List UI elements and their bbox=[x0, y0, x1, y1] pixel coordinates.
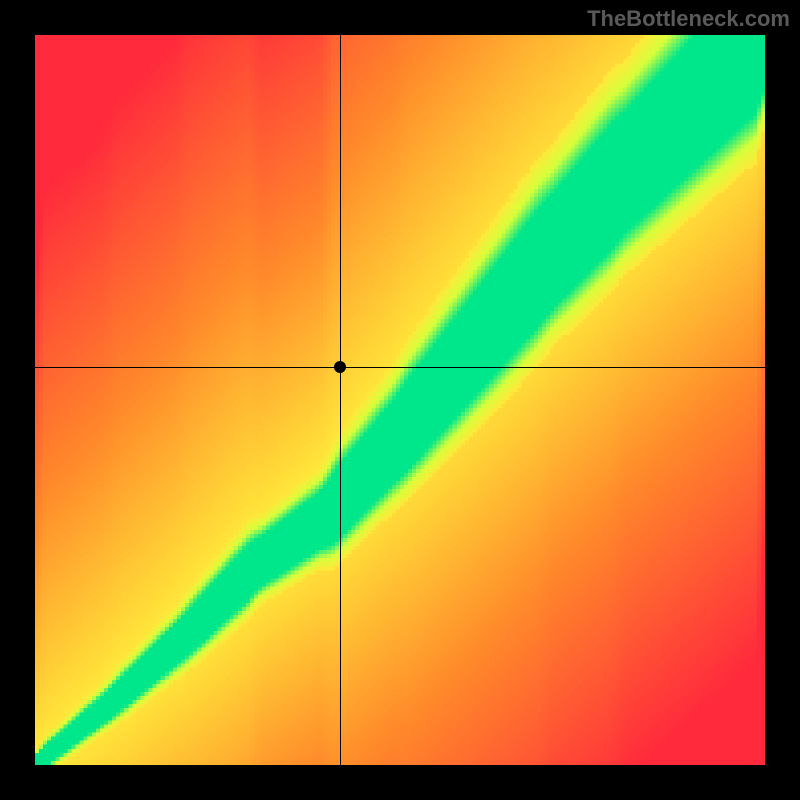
crosshair-vertical bbox=[340, 35, 341, 765]
chart-container: TheBottleneck.com bbox=[0, 0, 800, 800]
crosshair-horizontal bbox=[35, 367, 765, 368]
attribution-text: TheBottleneck.com bbox=[587, 6, 790, 32]
marker-point bbox=[334, 361, 346, 373]
heatmap-canvas bbox=[35, 35, 765, 765]
plot-area bbox=[35, 35, 765, 765]
